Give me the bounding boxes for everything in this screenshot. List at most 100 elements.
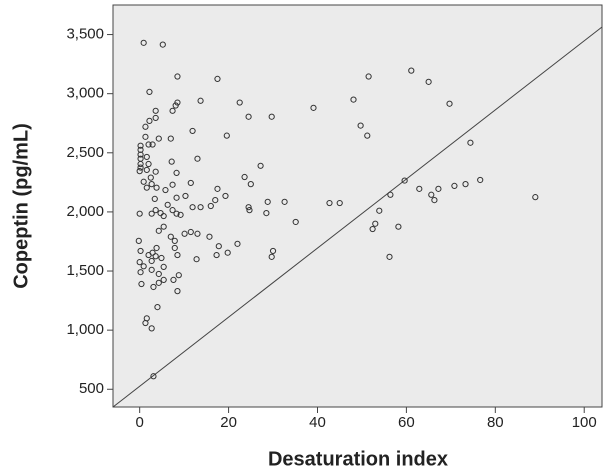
y-tick-label: 2,500 bbox=[66, 144, 104, 161]
point bbox=[167, 233, 174, 240]
point bbox=[160, 276, 167, 283]
point bbox=[326, 199, 333, 207]
point bbox=[145, 160, 152, 168]
x-tick-label: 100 bbox=[572, 414, 597, 431]
point bbox=[425, 78, 432, 85]
point bbox=[152, 114, 159, 122]
x-tick-label: 60 bbox=[398, 414, 415, 431]
point bbox=[197, 97, 204, 104]
point bbox=[376, 207, 383, 214]
point bbox=[236, 99, 243, 106]
point bbox=[193, 256, 200, 263]
point bbox=[532, 194, 539, 201]
point bbox=[268, 253, 275, 260]
point bbox=[245, 113, 252, 120]
point bbox=[187, 179, 194, 187]
point bbox=[174, 99, 181, 106]
point bbox=[428, 191, 435, 198]
point bbox=[148, 210, 155, 217]
point bbox=[137, 160, 144, 168]
point bbox=[173, 210, 180, 217]
point bbox=[154, 303, 161, 311]
point bbox=[181, 230, 188, 237]
point bbox=[147, 174, 154, 181]
y-axis-title: Copeptin (pg/mL) bbox=[10, 123, 32, 289]
point bbox=[175, 272, 182, 279]
point bbox=[171, 237, 178, 244]
point bbox=[137, 151, 144, 158]
point bbox=[143, 315, 150, 322]
point bbox=[451, 182, 458, 189]
point bbox=[446, 100, 453, 107]
point bbox=[387, 191, 394, 198]
point bbox=[207, 202, 214, 210]
point bbox=[234, 240, 241, 247]
y-tick-label: 3,000 bbox=[66, 85, 104, 102]
point bbox=[214, 75, 221, 82]
point bbox=[148, 181, 155, 188]
point bbox=[143, 166, 150, 174]
point bbox=[142, 123, 149, 130]
point bbox=[136, 210, 143, 217]
reference-line bbox=[112, 26, 603, 408]
point bbox=[213, 251, 220, 259]
point bbox=[140, 263, 147, 270]
point bbox=[143, 184, 150, 191]
point bbox=[174, 288, 181, 295]
point bbox=[155, 227, 162, 234]
point bbox=[151, 195, 158, 203]
point bbox=[148, 325, 155, 332]
point bbox=[152, 253, 159, 260]
point bbox=[194, 230, 201, 237]
point bbox=[212, 196, 219, 204]
point bbox=[369, 225, 376, 233]
point bbox=[137, 269, 144, 276]
point bbox=[158, 254, 165, 262]
point bbox=[142, 133, 149, 140]
point bbox=[336, 199, 343, 207]
point bbox=[169, 207, 176, 214]
point bbox=[223, 132, 230, 139]
point bbox=[137, 247, 144, 255]
point bbox=[159, 41, 166, 48]
point bbox=[214, 185, 221, 192]
y-tick-label: 1,500 bbox=[66, 262, 104, 279]
point bbox=[215, 243, 222, 250]
point bbox=[145, 141, 152, 148]
point bbox=[269, 247, 277, 255]
point bbox=[197, 204, 204, 211]
point bbox=[395, 223, 402, 230]
x-tick-label: 0 bbox=[136, 414, 144, 431]
point bbox=[357, 122, 364, 129]
point bbox=[143, 153, 150, 161]
point bbox=[140, 178, 147, 185]
point bbox=[153, 184, 160, 191]
point bbox=[462, 181, 469, 188]
point bbox=[164, 201, 171, 208]
point bbox=[148, 266, 155, 273]
point bbox=[365, 73, 372, 80]
point bbox=[187, 228, 194, 236]
point bbox=[386, 253, 393, 260]
point bbox=[268, 113, 275, 120]
point bbox=[264, 198, 271, 205]
point bbox=[401, 177, 408, 184]
x-tick-label: 20 bbox=[220, 414, 237, 431]
point bbox=[138, 280, 145, 288]
point bbox=[292, 218, 299, 226]
point bbox=[174, 251, 181, 259]
point bbox=[148, 257, 155, 265]
point bbox=[177, 211, 184, 218]
y-tick-label: 2,000 bbox=[66, 203, 104, 220]
point bbox=[155, 270, 162, 278]
point bbox=[162, 186, 169, 194]
point bbox=[246, 207, 253, 214]
point bbox=[146, 88, 153, 96]
point bbox=[257, 162, 264, 169]
point bbox=[263, 209, 270, 217]
point bbox=[152, 207, 159, 214]
point bbox=[245, 204, 252, 211]
point bbox=[152, 168, 159, 175]
point bbox=[152, 107, 159, 114]
